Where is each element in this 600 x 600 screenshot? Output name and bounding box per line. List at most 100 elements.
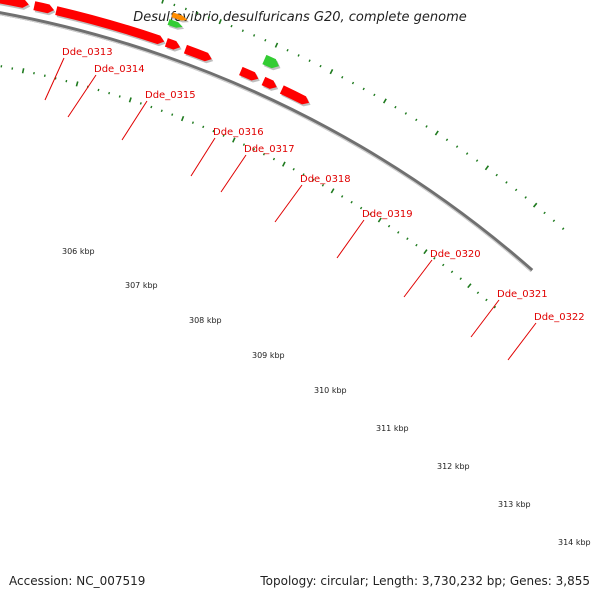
ring-dot <box>467 283 472 289</box>
ring-dot <box>341 75 344 79</box>
ring-dot <box>297 54 300 57</box>
gene-label-text: Dde_0313 <box>62 47 113 58</box>
gene-label-text: Dde_0321 <box>497 289 548 300</box>
gene-arrow <box>261 76 277 89</box>
ring-dot <box>394 105 397 109</box>
ring-dot <box>362 87 365 91</box>
gene-label-leader <box>274 184 303 223</box>
dotted-ring-outer <box>161 0 565 231</box>
ring-dot <box>351 81 355 85</box>
gene-label-dde-0321: Dde_0321 <box>470 289 548 338</box>
backbone <box>0 11 534 273</box>
ring-dot <box>160 109 163 113</box>
ring-dot <box>202 125 205 129</box>
ring-dot <box>218 19 222 25</box>
gene-label-text: Dde_0319 <box>362 209 413 220</box>
ring-dot <box>485 298 488 302</box>
ring-dot <box>212 129 215 133</box>
gene-label-dde-0315: Dde_0315 <box>121 90 196 141</box>
ring-dot <box>423 249 428 255</box>
ring-dot <box>450 270 454 274</box>
ring-dot <box>377 217 382 223</box>
ring-dot <box>505 181 508 184</box>
ring-dot <box>171 113 174 116</box>
ring-dot <box>397 231 400 234</box>
tick-label: 309 kbp <box>252 351 285 360</box>
gene-label-dde-0320: Dde_0320 <box>403 249 481 298</box>
gene-label-leader <box>44 57 65 101</box>
gene-arrow <box>279 85 310 105</box>
gene-label-text: Dde_0322 <box>534 312 585 323</box>
ring-dot <box>128 97 132 103</box>
ring-dot <box>272 157 276 161</box>
ring-dot <box>476 291 480 295</box>
ring-dot <box>373 93 376 97</box>
gene-arrow <box>262 54 279 69</box>
gene-arrow <box>55 6 165 45</box>
gene-track <box>0 0 311 107</box>
ring-dot <box>274 42 279 48</box>
gene-arrow <box>164 38 181 50</box>
ring-dot <box>495 173 498 177</box>
accession-text: Accession: NC_007519 <box>9 574 146 588</box>
ring-dot <box>445 138 449 142</box>
gene-label-dde-0322: Dde_0322 <box>507 312 585 361</box>
ring-dot <box>252 148 256 151</box>
ring-dot <box>532 202 538 208</box>
gene-label-dde-0318: Dde_0318 <box>274 174 351 223</box>
ring-dot <box>150 105 153 109</box>
tick-label: 308 kbp <box>189 316 222 325</box>
gene-label-leader <box>67 74 97 118</box>
ring-dot <box>21 68 25 74</box>
tick-label: 310 kbp <box>314 386 347 395</box>
ring-dot <box>350 200 353 204</box>
gene-label-text: Dde_0318 <box>300 174 351 185</box>
gene-arrow <box>171 12 188 21</box>
ring-dot <box>552 219 556 223</box>
ring-dot <box>230 24 233 28</box>
ring-dot <box>292 167 295 171</box>
ring-dot <box>493 305 497 309</box>
gene-arrow <box>183 44 212 62</box>
ring-dot <box>207 16 210 19</box>
ring-dot <box>161 0 164 4</box>
ring-dot <box>321 183 325 187</box>
ring-dot <box>433 256 436 260</box>
ring-dot <box>330 188 335 194</box>
gene-label-leader <box>190 137 216 177</box>
tick-label: 307 kbp <box>125 281 158 290</box>
ring-dot <box>180 115 185 122</box>
dotted-ring-scale <box>0 65 497 309</box>
genome-summary-text: Topology: circular; Length: 3,730,232 bp… <box>260 574 590 588</box>
gene-arrow <box>0 0 29 8</box>
gene-label-group: Dde_0313 Dde_0314 Dde_0315 Dde_0316 Dde_… <box>44 47 585 361</box>
ring-dot <box>369 212 372 216</box>
gene-label-dde-0317: Dde_0317 <box>220 144 295 193</box>
gene-label-leader <box>220 154 247 193</box>
tick-labels: 306 kbp 307 kbp 308 kbp 309 kbp 310 kbp … <box>62 247 591 547</box>
ring-dot <box>75 81 79 87</box>
tick-label: 313 kbp <box>498 500 531 509</box>
ring-dot <box>340 195 344 198</box>
ring-dot <box>65 79 68 83</box>
ring-dot <box>232 137 236 143</box>
ring-dot <box>382 98 387 104</box>
ring-dot <box>312 178 315 182</box>
ring-dot <box>282 161 286 167</box>
ring-dot <box>459 277 462 280</box>
gene-label-text: Dde_0316 <box>213 127 264 138</box>
ring-dot <box>108 91 111 95</box>
gene-label-dde-0314: Dde_0314 <box>67 64 145 118</box>
ring-dot <box>139 102 142 105</box>
gene-label-dde-0313: Dde_0313 <box>44 47 113 101</box>
ring-dot <box>241 29 244 32</box>
ring-dot <box>465 152 469 155</box>
ring-dot <box>308 59 311 63</box>
ring-dot <box>561 227 565 231</box>
ring-dot <box>387 224 391 228</box>
ring-dot <box>484 165 490 171</box>
gene-arrow <box>167 19 183 28</box>
tick-label: 306 kbp <box>62 247 95 256</box>
ring-dot <box>253 34 256 37</box>
